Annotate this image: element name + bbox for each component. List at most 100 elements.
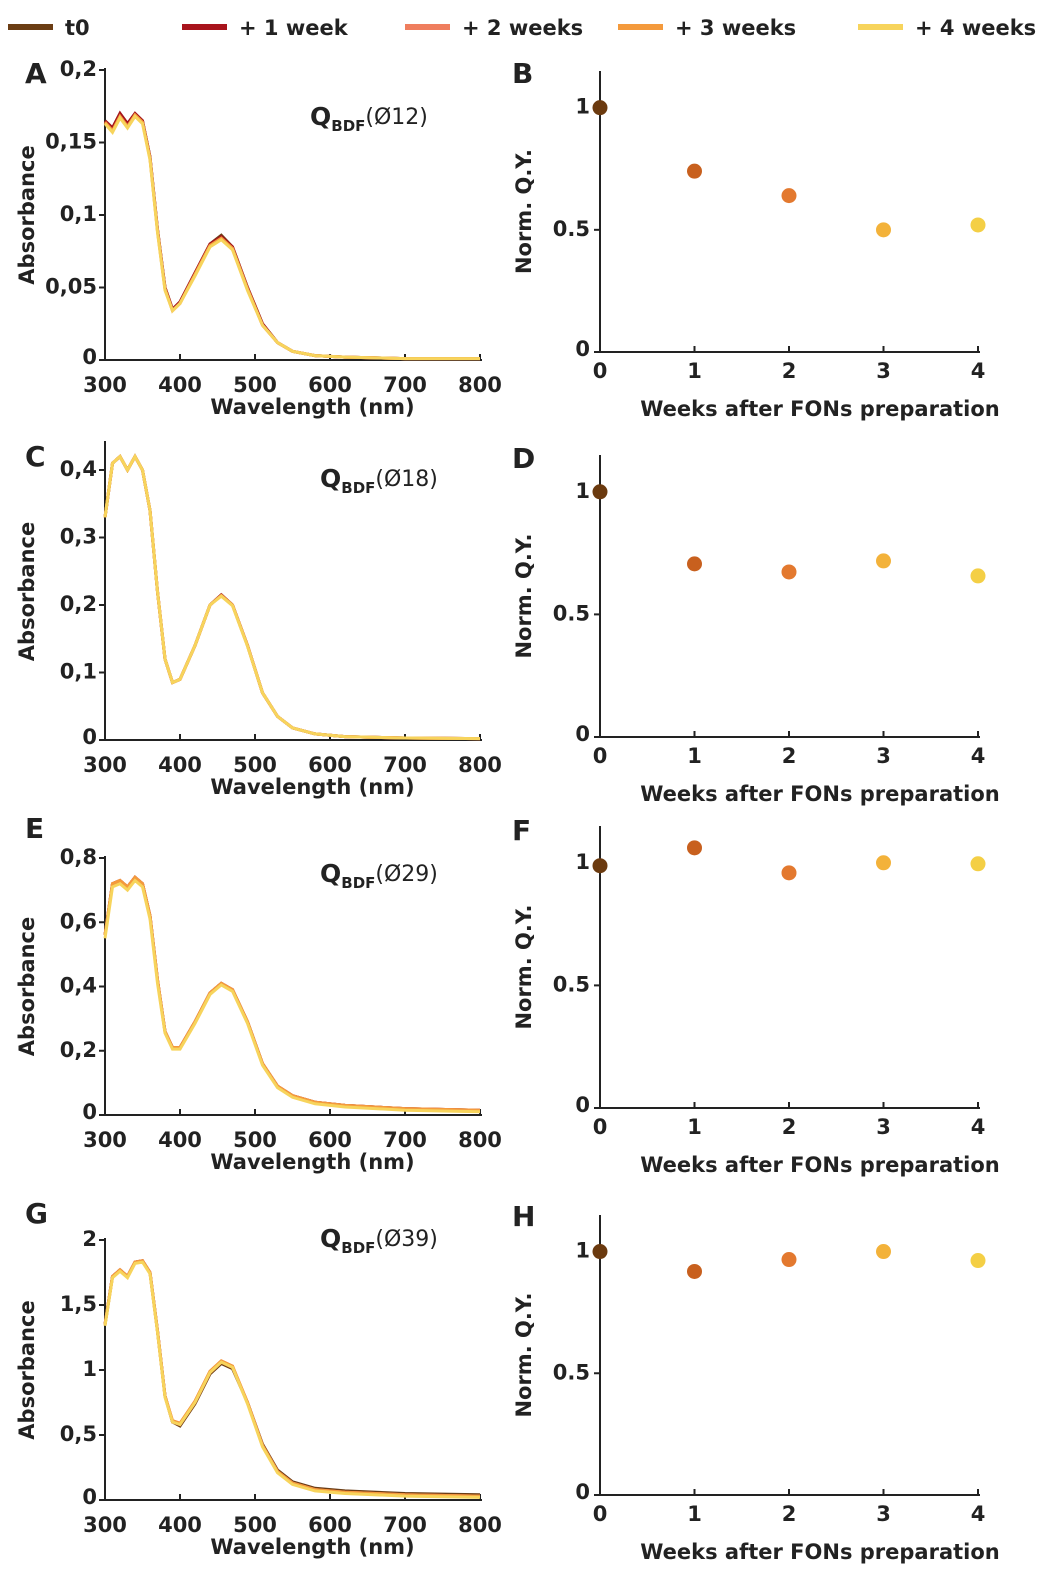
y-tick-label: 1,5 [60, 1292, 97, 1316]
x-tick-label: 400 [158, 1128, 202, 1152]
x-tick-label: 700 [383, 373, 427, 397]
panel-label: H [512, 1200, 535, 1233]
annotation-main: Q [310, 102, 331, 131]
x-tick-label: 800 [458, 1513, 502, 1537]
x-axis-title: Wavelength (nm) [210, 395, 414, 419]
x-tick-label: 500 [233, 1513, 277, 1537]
spectrum-line [103, 878, 481, 1114]
x-tick-label: 3 [876, 1115, 891, 1139]
y-tick-label: 0 [82, 345, 97, 369]
data-point [781, 865, 797, 881]
data-point [781, 564, 797, 580]
annotation-sub: BDF [341, 874, 375, 892]
y-tick-label: 0,5 [60, 1422, 97, 1446]
x-axis-title: Weeks after FONs preparation [640, 397, 1000, 421]
annotation-rest: (Ø29) [375, 862, 437, 887]
annotation-sub: BDF [341, 479, 375, 497]
y-axis-title: Norm. Q.Y. [512, 149, 536, 274]
x-tick-label: 2 [782, 359, 797, 383]
x-axis-title: Weeks after FONs preparation [640, 1540, 1000, 1564]
spectrum-line [103, 114, 480, 361]
y-tick-label: 1 [575, 95, 590, 119]
x-tick-label: 300 [83, 373, 127, 397]
spectrum-line [103, 1259, 481, 1498]
y-tick-label: 0,2 [60, 57, 97, 81]
x-axis-title: Wavelength (nm) [210, 1150, 414, 1174]
panel-label: D [512, 442, 535, 475]
spectrum-line [103, 453, 481, 741]
legend-label: + 4 weeks [915, 16, 1036, 40]
x-tick-label: 2 [782, 1115, 797, 1139]
annotation-main: Q [320, 1224, 341, 1253]
x-axis-title: Wavelength (nm) [210, 775, 414, 799]
spectrum-line [103, 453, 481, 741]
x-tick-label: 4 [971, 359, 986, 383]
x-tick-label: 2 [782, 744, 797, 768]
x-tick-label: 800 [458, 753, 502, 777]
x-tick-label: 400 [158, 373, 202, 397]
x-tick-label: 700 [383, 1128, 427, 1152]
spectrum-line [103, 1259, 481, 1498]
panel-label: E [25, 812, 44, 845]
data-point [876, 855, 891, 871]
x-axis-title: Wavelength (nm) [210, 1535, 414, 1559]
x-tick-label: 600 [308, 373, 352, 397]
data-point [781, 188, 797, 204]
y-axis-title: Norm. Q.Y. [512, 533, 536, 658]
y-tick-label: 0,4 [60, 974, 97, 998]
annotation-rest: (Ø39) [375, 1227, 437, 1252]
annotation: QBDF(Ø29) [320, 859, 438, 892]
spectrum-line [103, 875, 481, 1112]
data-point [876, 222, 891, 238]
y-tick-label: 0,05 [45, 275, 97, 299]
x-tick-label: 1 [687, 744, 702, 768]
y-tick-label: 0 [575, 1093, 590, 1117]
spectrum-line [103, 875, 481, 1112]
x-tick-label: 300 [83, 1128, 127, 1152]
spectrum-line [103, 112, 480, 361]
spectrum-line [103, 453, 481, 741]
y-tick-label: 1 [575, 850, 590, 874]
data-point [687, 556, 702, 572]
x-tick-label: 4 [971, 744, 986, 768]
x-tick-label: 0 [593, 1115, 608, 1139]
x-tick-label: 600 [308, 753, 352, 777]
y-tick-label: 1 [575, 1239, 590, 1263]
y-tick-label: 0.5 [553, 972, 590, 996]
annotation-sub: BDF [341, 1239, 375, 1257]
spectrum-line [103, 110, 480, 361]
spectrum-line [103, 875, 481, 1112]
panel-label: B [512, 57, 533, 90]
x-tick-label: 2 [782, 1502, 797, 1526]
x-tick-label: 3 [876, 1502, 891, 1526]
x-tick-label: 300 [83, 753, 127, 777]
x-tick-label: 500 [233, 1128, 277, 1152]
y-tick-label: 0,1 [60, 660, 97, 684]
x-tick-label: 0 [593, 744, 608, 768]
y-tick-label: 0 [575, 722, 590, 746]
y-tick-label: 0 [575, 1480, 590, 1504]
x-tick-label: 1 [687, 359, 702, 383]
data-point [970, 568, 986, 584]
spectrum-line [103, 453, 481, 741]
y-tick-label: 0 [575, 337, 590, 361]
y-tick-label: 0,6 [60, 909, 97, 933]
x-tick-label: 500 [233, 373, 277, 397]
x-tick-label: 1 [687, 1115, 702, 1139]
x-tick-label: 800 [458, 373, 502, 397]
y-tick-label: 0,1 [60, 202, 97, 226]
spectrum-line [103, 1259, 481, 1498]
y-tick-label: 1 [575, 479, 590, 503]
annotation-main: Q [320, 464, 341, 493]
spectrum-line [103, 110, 480, 361]
panel-label: C [25, 440, 46, 473]
data-point [592, 858, 608, 874]
y-tick-label: 2 [82, 1227, 97, 1251]
legend-label: + 3 weeks [675, 16, 796, 40]
x-tick-label: 400 [158, 1513, 202, 1537]
x-tick-label: 800 [458, 1128, 502, 1152]
data-point [970, 217, 986, 233]
data-point [592, 100, 608, 116]
x-tick-label: 4 [971, 1115, 986, 1139]
